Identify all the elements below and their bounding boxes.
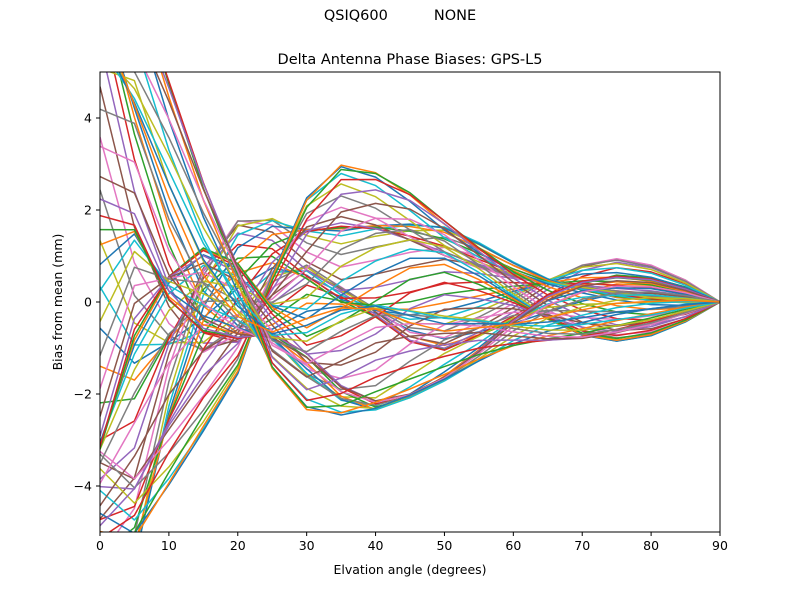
- x-tick-label: 90: [712, 538, 728, 553]
- chart-title: Delta Antenna Phase Biases: GPS-L5: [278, 52, 543, 68]
- series-line: [108, 178, 720, 532]
- y-tick-label: −2: [74, 387, 92, 402]
- series-line: [145, 72, 720, 365]
- x-tick-label: 70: [574, 538, 590, 553]
- y-tick-label: 0: [84, 295, 92, 310]
- series-line: [100, 108, 720, 406]
- x-tick-label: 60: [505, 538, 521, 553]
- x-tick-label: 80: [643, 538, 659, 553]
- series-line: [120, 72, 720, 333]
- series-line: [153, 72, 720, 416]
- x-tick-label: 40: [368, 538, 384, 553]
- figure-suptitle: QSIQ600 NONE: [323, 8, 477, 24]
- x-tick-label: 10: [161, 538, 177, 553]
- x-axis: 0 10 20 30 40 50 60 70 80 90: [96, 532, 728, 553]
- series-line: [143, 72, 720, 413]
- x-tick-label: 0: [96, 538, 104, 553]
- series-line: [100, 247, 720, 450]
- x-tick-label: 50: [436, 538, 452, 553]
- y-axis-label: Bias from mean (mm): [50, 234, 65, 371]
- series-line: [100, 254, 720, 444]
- series-line: [100, 249, 720, 447]
- y-axis: −4 −2 0 2 4: [74, 111, 100, 494]
- series-line: [133, 72, 720, 353]
- series-line: [127, 226, 720, 532]
- series-line: [100, 189, 720, 527]
- series-line: [137, 224, 720, 532]
- y-tick-label: −4: [74, 479, 92, 494]
- series-line: [118, 72, 720, 335]
- series-layer: [100, 72, 720, 532]
- series-line: [100, 225, 720, 521]
- x-tick-label: 30: [299, 538, 315, 553]
- x-tick-label: 20: [230, 538, 246, 553]
- y-tick-label: 4: [84, 111, 92, 126]
- series-line: [115, 72, 720, 337]
- series-line: [100, 239, 720, 407]
- series-line: [100, 248, 720, 447]
- series-line: [100, 136, 720, 353]
- x-axis-label: Elvation angle (degrees): [333, 562, 486, 577]
- series-line: [100, 243, 720, 441]
- y-tick-label: 2: [84, 203, 92, 218]
